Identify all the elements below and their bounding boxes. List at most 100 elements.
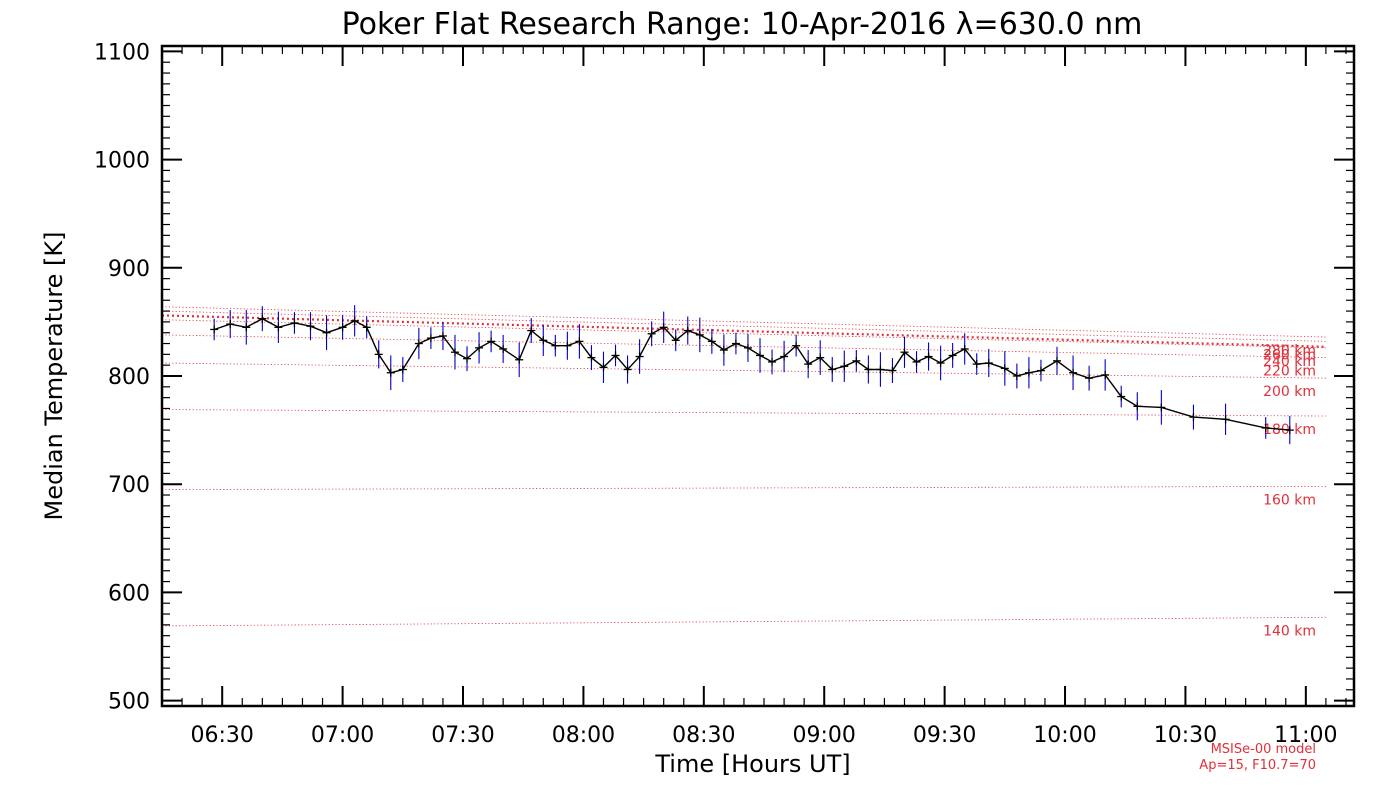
model-curve-200-km <box>161 362 1326 379</box>
x-tick-label: 07:00 <box>311 723 374 748</box>
data-point <box>900 348 909 357</box>
data-point <box>210 325 219 334</box>
data-point <box>414 339 423 348</box>
data-point <box>1012 372 1021 380</box>
data-point <box>322 328 331 337</box>
data-point <box>972 360 981 369</box>
x-tick-label: 09:00 <box>793 723 856 748</box>
data-point <box>647 329 656 338</box>
data-point <box>575 337 584 346</box>
data-point <box>258 314 267 323</box>
data-point <box>226 320 235 329</box>
data-point <box>924 352 933 361</box>
data-point <box>864 365 873 374</box>
data-point <box>438 331 447 340</box>
data-point <box>515 355 524 364</box>
data-point <box>792 341 801 350</box>
data-point <box>756 351 765 360</box>
data-point <box>350 316 359 325</box>
data-point <box>563 341 572 350</box>
model-curve-180-km <box>161 409 1326 417</box>
data-point <box>731 339 740 348</box>
data-point <box>290 318 299 327</box>
data-point <box>1133 402 1142 411</box>
data-point <box>362 323 371 332</box>
data-point <box>1085 374 1094 383</box>
data-point <box>487 337 496 346</box>
x-tick-label: 11:00 <box>1274 723 1337 748</box>
data-point <box>912 357 921 366</box>
data-point <box>1221 415 1230 424</box>
data-series <box>210 305 1294 445</box>
data-point <box>338 323 347 332</box>
data-point <box>587 353 596 362</box>
data-point <box>816 353 825 362</box>
model-note-2: Ap=15, F10.7=70 <box>1199 758 1316 773</box>
data-point <box>450 348 459 357</box>
x-tick-label: 06:30 <box>190 723 253 748</box>
model-fit-line <box>161 314 1326 348</box>
model-curve-280-km <box>161 306 1326 338</box>
data-point <box>659 323 668 332</box>
data-point <box>1036 366 1045 375</box>
data-point <box>984 359 993 368</box>
data-point <box>463 354 472 363</box>
model-curve-label: 240 km <box>1263 354 1316 370</box>
data-point <box>623 365 632 374</box>
data-point <box>743 343 752 352</box>
data-point <box>719 346 728 355</box>
data-point <box>551 341 560 350</box>
data-point <box>386 368 395 377</box>
model-curve-160-km <box>161 485 1326 491</box>
data-point <box>804 360 813 369</box>
data-point <box>527 326 536 335</box>
series-line <box>213 317 1290 431</box>
data-point <box>876 365 885 374</box>
data-point <box>374 350 383 359</box>
axis-ticks <box>162 46 1354 706</box>
data-point <box>1000 364 1009 373</box>
data-point <box>780 352 789 361</box>
data-point <box>306 322 315 331</box>
y-tick-label: 700 <box>108 473 150 498</box>
data-point <box>1189 413 1198 422</box>
y-axis-label: Median Temperature [K] <box>40 231 68 520</box>
x-axis-label: Time [Hours UT] <box>654 750 850 778</box>
data-point <box>888 366 897 375</box>
x-tick-label: 08:30 <box>672 723 735 748</box>
data-point <box>499 344 508 353</box>
data-point <box>274 323 283 332</box>
y-tick-label: 1000 <box>94 149 150 174</box>
model-curve-label: 160 km <box>1263 492 1316 508</box>
model-curve-label: 260 km <box>1263 347 1316 363</box>
data-point <box>398 365 407 374</box>
data-point <box>852 356 861 365</box>
data-point <box>1261 423 1270 432</box>
data-point <box>1024 368 1033 377</box>
data-point <box>242 323 251 332</box>
model-curve-240-km <box>161 319 1326 349</box>
data-point <box>948 351 957 360</box>
data-point <box>426 334 435 343</box>
model-curve-260-km <box>161 310 1326 342</box>
data-point <box>635 352 644 361</box>
data-point <box>475 343 484 352</box>
x-tick-label: 08:00 <box>552 723 615 748</box>
y-tick-label: 800 <box>108 365 150 390</box>
y-tick-label: 900 <box>108 257 150 282</box>
data-point <box>599 363 608 372</box>
model-curve-label: 200 km <box>1263 384 1316 400</box>
data-point <box>960 344 969 353</box>
data-point <box>695 330 704 339</box>
x-tick-label: 10:30 <box>1154 723 1217 748</box>
y-tick-label: 500 <box>108 690 150 715</box>
chart-title: Poker Flat Research Range: 10-Apr-2016 λ… <box>342 7 1143 42</box>
data-point <box>1053 356 1062 365</box>
model-note-1: MSISe-00 model <box>1211 742 1316 757</box>
data-point <box>1157 403 1166 412</box>
data-point <box>707 337 716 346</box>
data-point <box>611 351 620 360</box>
model-curve-140-km <box>161 616 1326 627</box>
